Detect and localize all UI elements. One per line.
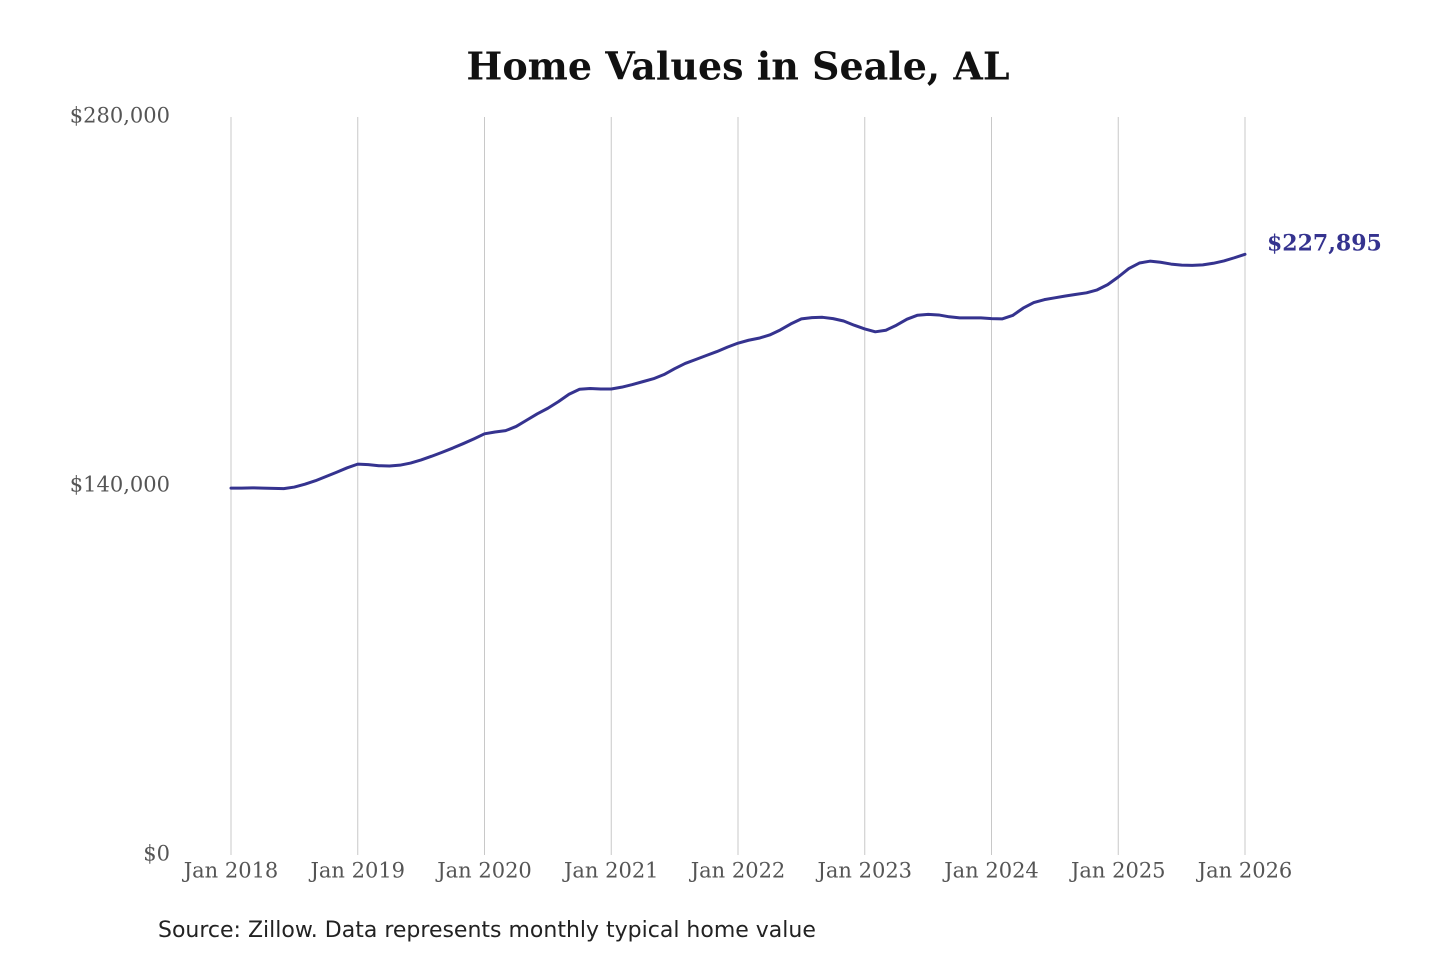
source-note: Source: Zillow. Data represents monthly … — [158, 918, 816, 943]
x-tick-label: Jan 2023 — [815, 859, 912, 883]
x-tick-label: Jan 2025 — [1069, 859, 1166, 883]
x-tick-label: Jan 2022 — [689, 859, 786, 883]
chart-title: Home Values in Seale, AL — [466, 44, 1009, 89]
y-tick-label: $140,000 — [70, 473, 170, 497]
x-tick-label: Jan 2026 — [1196, 859, 1293, 883]
end-value-label: $227,895 — [1267, 230, 1382, 256]
x-tick-label: Jan 2021 — [562, 859, 659, 883]
y-tick-label: $280,000 — [70, 104, 170, 128]
line-series — [229, 252, 1247, 491]
x-tick-label: Jan 2019 — [308, 859, 405, 883]
x-tick-label: Jan 2020 — [435, 859, 532, 883]
x-tick-label: Jan 2018 — [182, 859, 279, 883]
y-tick-label: $0 — [143, 842, 170, 866]
x-tick-label: Jan 2024 — [942, 859, 1039, 883]
